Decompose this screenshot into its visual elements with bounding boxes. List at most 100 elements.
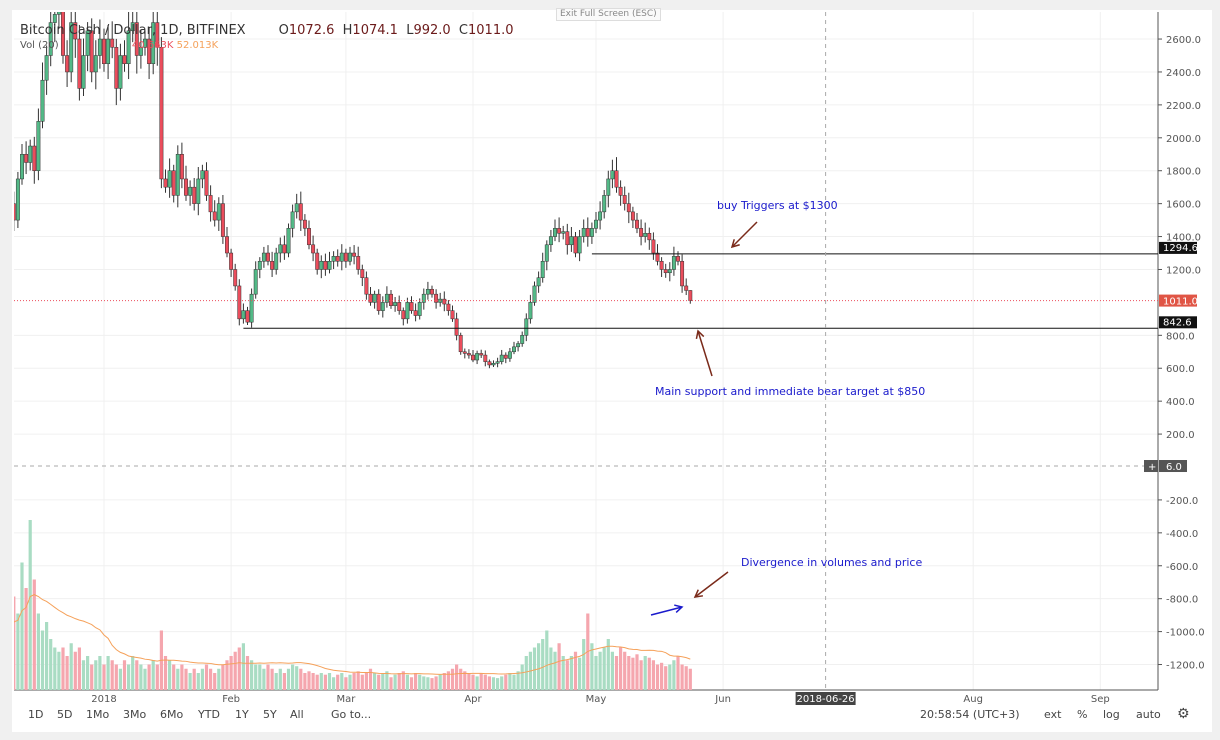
volume-label[interactable]: Vol (20) <box>20 40 59 51</box>
volume-bar <box>664 666 668 690</box>
volume-bar <box>192 668 196 690</box>
candle-body <box>184 178 188 196</box>
candle-body <box>557 228 562 234</box>
candle-body <box>598 211 603 221</box>
volume-bar <box>405 674 409 690</box>
volume-bar <box>172 664 176 690</box>
y-tick-label: 1200.0 <box>1166 265 1201 276</box>
candle-body <box>356 256 361 270</box>
candle-body <box>319 261 324 270</box>
volume-bar <box>237 647 241 690</box>
candle-body <box>61 12 65 56</box>
volume-bar <box>381 673 385 690</box>
volume-bar <box>24 588 28 690</box>
volume-bar <box>401 671 405 690</box>
volume-bar <box>639 660 643 690</box>
candle-body <box>298 203 303 221</box>
candle-body <box>335 256 340 262</box>
range-ytd[interactable]: YTD <box>198 708 220 721</box>
candle-body <box>307 228 311 246</box>
candle-body <box>553 228 557 237</box>
candle-body <box>573 236 578 254</box>
candle-body <box>81 55 86 89</box>
range-3mo[interactable]: 3Mo <box>123 708 147 721</box>
y-tick-label: 200.0 <box>1166 430 1195 441</box>
volume-bar <box>286 668 291 690</box>
candle-body <box>663 269 668 274</box>
clock[interactable]: 20:58:54 (UTC+3) <box>920 708 1020 721</box>
y-tick-label: 800.0 <box>1166 331 1195 342</box>
candle-body <box>676 256 680 262</box>
last-price-label-bg <box>1159 294 1197 307</box>
y-tick-label: 2000.0 <box>1166 134 1201 145</box>
volume-bar <box>57 651 61 690</box>
volume-bar <box>623 651 627 690</box>
arrow-divergence <box>694 571 729 598</box>
candle-body <box>106 38 111 64</box>
candle-body <box>179 154 184 180</box>
range-5d[interactable]: 5D <box>57 708 73 721</box>
ext-toggle[interactable]: ext <box>1044 708 1062 721</box>
annotation-support[interactable]: Main support and immediate bear target a… <box>655 385 926 398</box>
volume-bar <box>45 622 49 690</box>
level-label-bg <box>1159 241 1197 254</box>
gear-icon[interactable]: ⚙ <box>1177 706 1190 722</box>
low-label: L <box>406 23 414 38</box>
candle-body <box>253 269 258 295</box>
exit-fullscreen-button[interactable]: Exit Full Screen (ESC) <box>556 8 661 21</box>
range-6mo[interactable]: 6Mo <box>160 708 184 721</box>
high-label: H <box>342 23 353 38</box>
volume-bar <box>627 656 631 690</box>
candle-body <box>343 252 348 262</box>
candle-body <box>216 203 221 221</box>
volume-bar <box>274 673 278 690</box>
volume-bar <box>688 668 692 690</box>
volume-bar <box>360 674 364 690</box>
volume-bar <box>578 657 582 690</box>
volume-bar <box>336 674 340 690</box>
candle-body <box>643 233 648 237</box>
volume-bar <box>524 656 528 690</box>
volume-bar <box>147 664 151 690</box>
volume-bar <box>0 639 3 690</box>
volume-bar <box>69 643 73 690</box>
candle-body <box>24 154 29 163</box>
volume-bar <box>487 676 491 690</box>
candle-body <box>130 22 135 32</box>
log-toggle[interactable]: log <box>1103 708 1120 721</box>
annotation-divergence[interactable]: Divergence in volumes and price <box>741 556 923 569</box>
candle-body <box>659 261 664 270</box>
open-label: O <box>278 23 289 38</box>
range-all[interactable]: All <box>290 708 304 721</box>
x-tick-label: Feb <box>222 694 240 705</box>
volume-bar <box>28 520 32 690</box>
candle-body <box>417 302 422 316</box>
range-1d[interactable]: 1D <box>28 708 44 721</box>
goto-button[interactable]: Go to... <box>331 708 372 721</box>
range-5y[interactable]: 5Y <box>263 708 277 721</box>
range-1mo[interactable]: 1Mo <box>86 708 110 721</box>
candle-body <box>499 354 504 362</box>
volume-bar <box>352 673 356 690</box>
volume-bar <box>110 660 114 690</box>
volume-bar <box>385 671 389 690</box>
volume-bar <box>151 660 155 690</box>
percent-toggle[interactable]: % <box>1077 708 1088 721</box>
volume-bar <box>315 674 319 690</box>
volume-bar <box>196 673 200 690</box>
volume-bar <box>508 673 512 690</box>
bottom-toolbar: 1D 5D 1Mo 3Mo 6Mo YTD 1Y 5Y All Go to...… <box>14 706 1200 726</box>
candle-body <box>208 195 213 213</box>
annotation-buy[interactable]: buy Triggers at $1300 <box>717 199 838 212</box>
auto-toggle[interactable]: auto <box>1136 708 1161 721</box>
volume-bar <box>254 664 258 690</box>
volume-bar <box>282 673 286 690</box>
y-tick-label: 1800.0 <box>1166 167 1201 178</box>
candle-body <box>372 293 377 303</box>
symbol-title[interactable]: Bitcoin Cash / Dollar, 1D, BITFINEX <box>20 23 246 38</box>
range-1y[interactable]: 1Y <box>235 708 249 721</box>
volume-ma-value: 52.013K <box>176 40 219 51</box>
candle-body <box>48 22 53 56</box>
volume-bar <box>106 656 110 690</box>
